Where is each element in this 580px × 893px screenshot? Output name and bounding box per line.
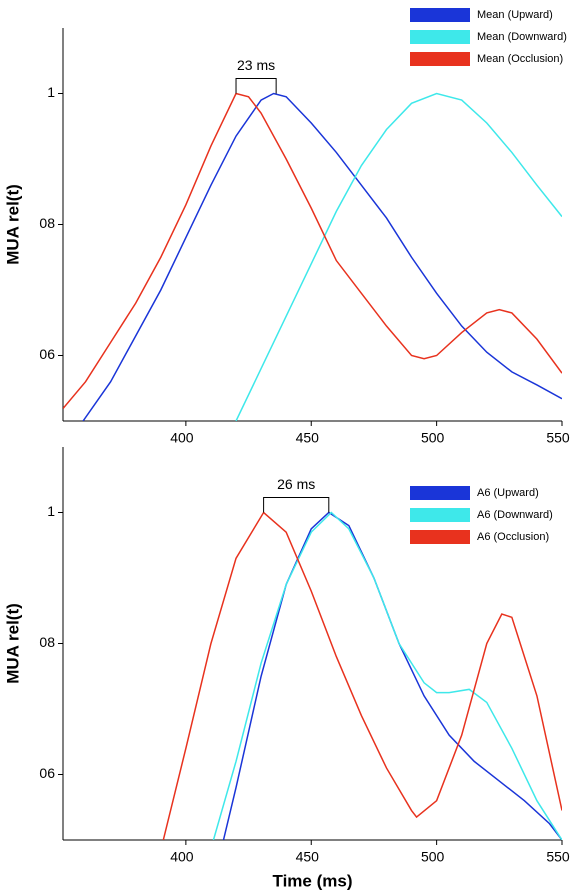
x-tick-label: 400 bbox=[170, 849, 194, 865]
annotation-label: 23 ms bbox=[237, 57, 275, 73]
series-line bbox=[235, 92, 562, 421]
y-tick-label: 1 bbox=[47, 84, 55, 100]
legend-swatch bbox=[410, 8, 470, 22]
legend-label: Mean (Occlusion) bbox=[477, 53, 563, 65]
y-axis-label: MUA rel(t) bbox=[3, 184, 22, 265]
y-axis-label: MUA rel(t) bbox=[3, 603, 22, 684]
legend-label: Mean (Upward) bbox=[477, 9, 553, 21]
x-tick-label: 450 bbox=[296, 849, 320, 865]
y-tick-label: 1 bbox=[47, 503, 55, 519]
x-tick-label: 550 bbox=[546, 849, 570, 865]
series-line bbox=[63, 92, 562, 410]
legend-label: A6 (Upward) bbox=[477, 487, 539, 499]
legend-swatch bbox=[410, 486, 470, 500]
annotation-bracket bbox=[235, 78, 277, 94]
series-line bbox=[212, 511, 562, 840]
legend-swatch bbox=[410, 530, 470, 544]
x-tick-label: 550 bbox=[546, 430, 570, 446]
series-line bbox=[162, 511, 562, 840]
x-axis-label: Time (ms) bbox=[273, 871, 353, 890]
x-tick-label: 450 bbox=[296, 430, 320, 446]
legend-swatch bbox=[410, 52, 470, 66]
x-tick-label: 500 bbox=[421, 430, 445, 446]
y-tick-label: 08 bbox=[39, 215, 55, 231]
series-line bbox=[222, 511, 562, 840]
y-tick-label: 08 bbox=[39, 634, 55, 650]
legend-label: A6 (Downward) bbox=[477, 509, 553, 521]
annotation-bracket bbox=[263, 497, 330, 513]
y-tick-label: 06 bbox=[39, 346, 55, 362]
legend-swatch bbox=[410, 508, 470, 522]
annotation-label: 26 ms bbox=[277, 476, 315, 492]
legend-label: Mean (Downward) bbox=[477, 31, 567, 43]
legend-label: A6 (Occlusion) bbox=[477, 531, 549, 543]
x-tick-label: 400 bbox=[170, 430, 194, 446]
y-tick-label: 06 bbox=[39, 765, 55, 781]
series-line bbox=[82, 92, 562, 421]
legend-swatch bbox=[410, 30, 470, 44]
x-tick-label: 500 bbox=[421, 849, 445, 865]
